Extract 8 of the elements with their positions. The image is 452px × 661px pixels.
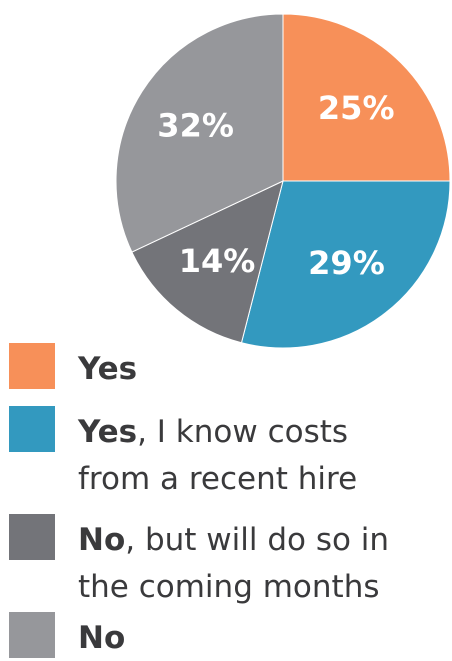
legend-label: No	[78, 620, 126, 656]
data-label: 32%	[157, 106, 234, 145]
data-label: 29%	[308, 244, 385, 282]
data-label: 25%	[318, 88, 395, 127]
data-label: 14%	[178, 242, 256, 280]
legend-label: Yes, I know costs from a recent hire	[77, 414, 358, 497]
legend-label: Yes	[77, 351, 138, 387]
legend-label: No, but will do so in the coming months	[78, 522, 390, 605]
